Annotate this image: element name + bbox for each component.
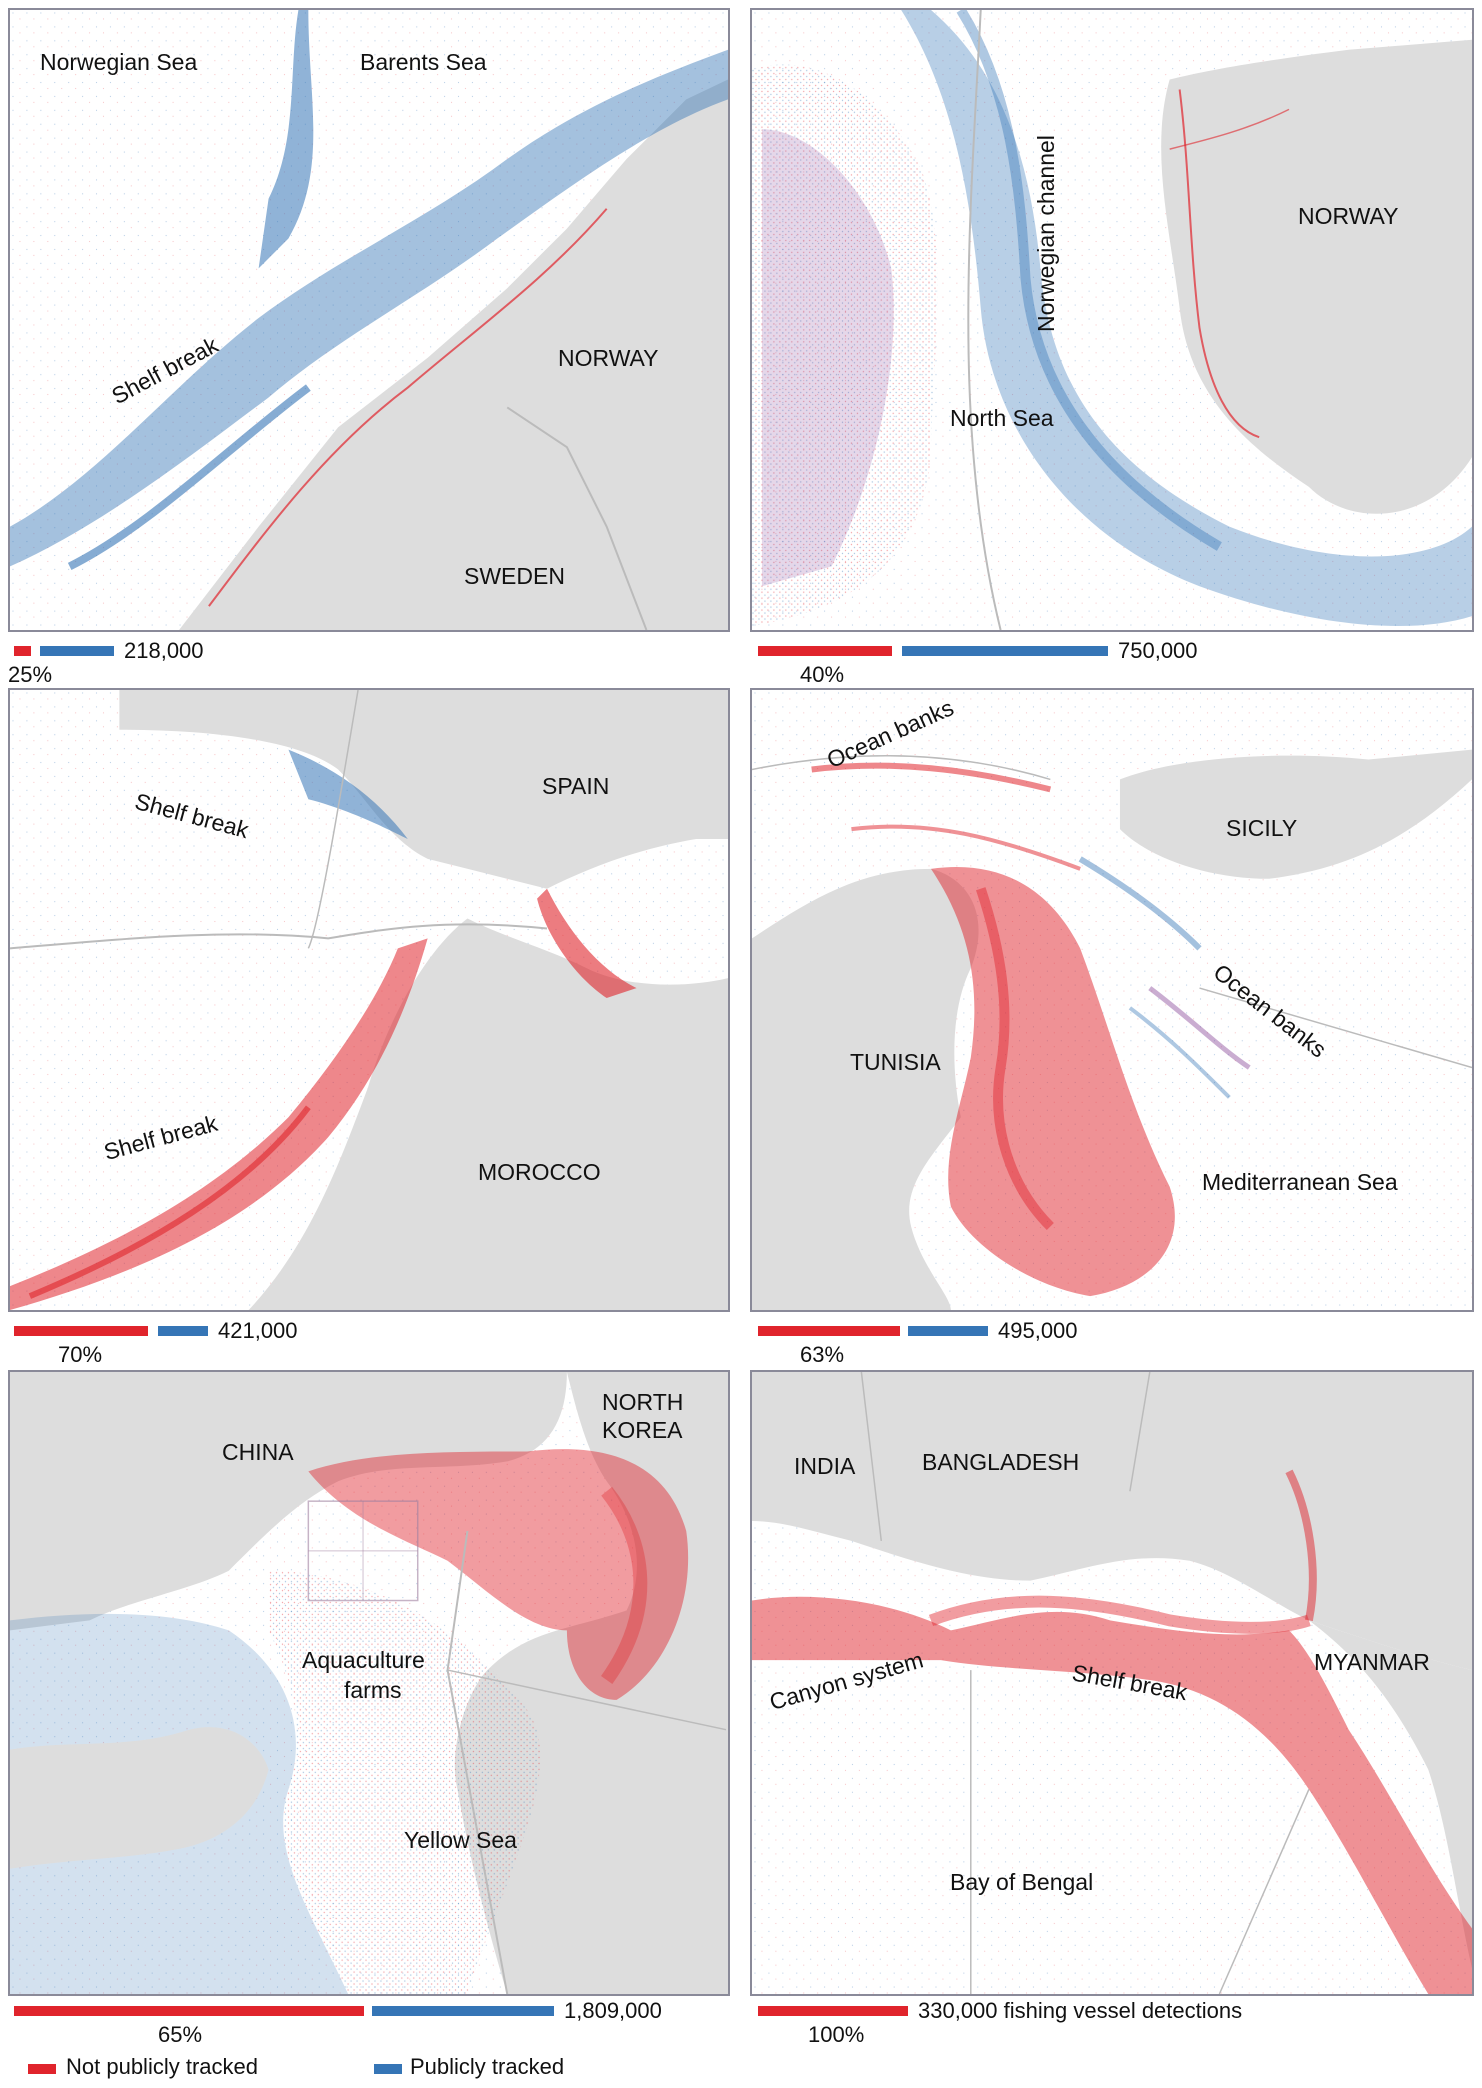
pct-not-public-bay-of-bengal: 100%	[808, 2022, 865, 2047]
pct-not-public-sicily-tunisia: 63%	[800, 1342, 845, 1367]
bar-not-public-norway-barents	[14, 646, 31, 656]
map-panel-bay-of-bengal: INDIA BANGLADESH MYANMAR Canyon system S…	[750, 1370, 1474, 1996]
label-norway: NORWAY	[1298, 203, 1399, 229]
pct-not-public-gibraltar: 70%	[58, 1342, 103, 1367]
map-north-sea	[752, 10, 1472, 630]
legend-swatch-public	[374, 2064, 402, 2074]
label-mediterranean-sea: Mediterranean Sea	[1202, 1169, 1398, 1195]
label-norway: NORWAY	[558, 345, 659, 371]
map-gibraltar	[10, 690, 728, 1310]
label-aquaculture-line1: Aquaculture	[302, 1647, 425, 1673]
map-panel-norway-barents: Norwegian Sea Barents Sea Shelf break NO…	[8, 8, 730, 632]
label-india: INDIA	[794, 1453, 856, 1479]
bar-not-public-bay-of-bengal	[758, 2006, 908, 2016]
label-china: CHINA	[222, 1439, 294, 1465]
legend-swatch-not-public	[28, 2064, 56, 2074]
map-bay-of-bengal	[752, 1372, 1472, 1994]
total-detections-yellow-sea: 1,809,000	[564, 1998, 662, 2023]
bar-public-gibraltar	[158, 1326, 208, 1336]
label-north-sea: North Sea	[950, 405, 1054, 431]
map-panel-sicily-tunisia: Ocean banks Ocean banks SICILY TUNISIA M…	[750, 688, 1474, 1312]
bar-public-yellow-sea	[372, 2006, 554, 2016]
bar-public-sicily-tunisia	[908, 1326, 988, 1336]
label-bay-of-bengal: Bay of Bengal	[950, 1869, 1094, 1895]
label-north-korea-line1: NORTH	[602, 1389, 684, 1415]
label-tunisia: TUNISIA	[850, 1049, 941, 1075]
label-yellow-sea: Yellow Sea	[404, 1827, 517, 1853]
map-yellow-sea	[10, 1372, 728, 1994]
total-detections-gibraltar: 421,000	[218, 1318, 298, 1343]
label-aquaculture-line2: farms	[344, 1677, 402, 1703]
total-detections-north-sea: 750,000	[1118, 638, 1198, 663]
map-panel-yellow-sea: CHINA NORTH KOREA Aquaculture farms Yell…	[8, 1370, 730, 1996]
label-north-korea-line2: KOREA	[602, 1417, 683, 1443]
bar-public-north-sea	[902, 646, 1108, 656]
label-norwegian-sea: Norwegian Sea	[40, 49, 198, 75]
label-myanmar: MYANMAR	[1314, 1649, 1430, 1675]
total-detections-norway-barents: 218,000	[124, 638, 204, 663]
label-sweden: SWEDEN	[464, 563, 565, 589]
legend-label-not-public: Not publicly tracked	[66, 2054, 258, 2079]
label-spain: SPAIN	[542, 773, 610, 799]
label-norwegian-channel: Norwegian channel	[1033, 135, 1059, 332]
pct-not-public-norway-barents: 25%	[8, 662, 53, 687]
label-bangladesh: BANGLADESH	[922, 1449, 1080, 1475]
bar-not-public-north-sea	[758, 646, 892, 656]
bar-not-public-yellow-sea	[14, 2006, 364, 2016]
total-detections-sicily-tunisia: 495,000	[998, 1318, 1078, 1343]
bar-not-public-sicily-tunisia	[758, 1326, 900, 1336]
label-morocco: MOROCCO	[478, 1159, 601, 1185]
label-sicily: SICILY	[1226, 815, 1298, 841]
bar-public-norway-barents	[40, 646, 114, 656]
total-detections-bay-of-bengal: 330,000 fishing vessel detections	[918, 1998, 1243, 2023]
map-sicily-tunisia	[752, 690, 1472, 1310]
bar-not-public-gibraltar	[14, 1326, 148, 1336]
map-norway-barents	[10, 10, 728, 630]
label-barents-sea: Barents Sea	[360, 49, 487, 75]
legend-label-public: Publicly tracked	[410, 2054, 565, 2079]
pct-not-public-yellow-sea: 65%	[158, 2022, 203, 2047]
map-panel-gibraltar: Shelf break Shelf break SPAIN MOROCCO	[8, 688, 730, 1312]
pct-not-public-north-sea: 40%	[800, 662, 845, 687]
map-panel-north-sea: Norwegian channel NORWAY North Sea	[750, 8, 1474, 632]
